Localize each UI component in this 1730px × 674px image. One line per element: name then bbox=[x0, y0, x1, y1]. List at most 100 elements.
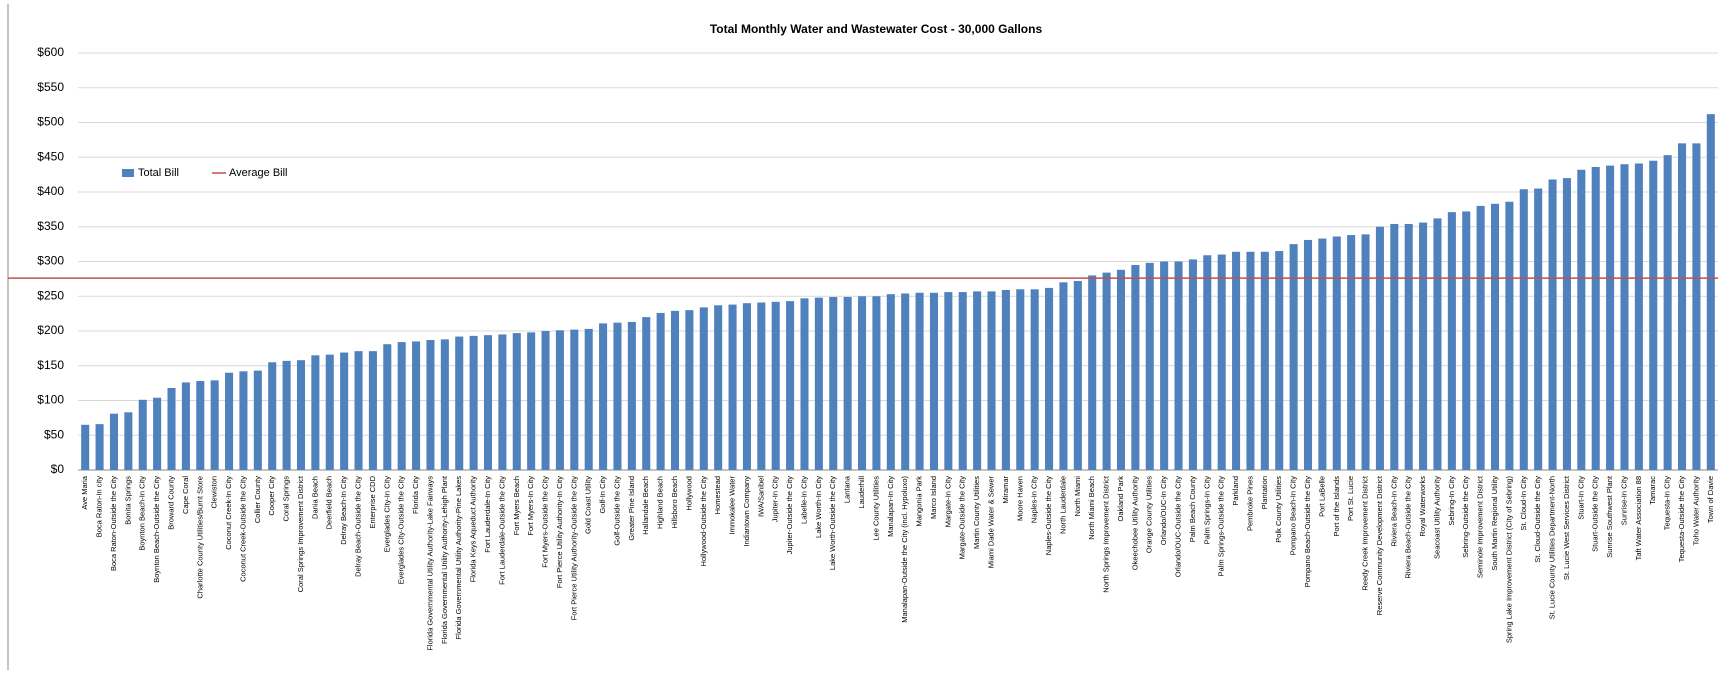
bar bbox=[742, 303, 751, 470]
bar bbox=[1260, 251, 1269, 470]
legend-swatch bbox=[122, 169, 134, 177]
x-tick-label: Coconut Creek-In City bbox=[224, 476, 233, 550]
y-tick-label: $200 bbox=[37, 323, 64, 337]
x-tick-label: South Martin Regional Utility bbox=[1490, 476, 1499, 571]
x-tick-label: Seminole Improvement District bbox=[1476, 475, 1485, 578]
x-tick-label: Naples-Outside the City bbox=[1044, 476, 1053, 555]
y-tick-label: $500 bbox=[37, 115, 64, 129]
x-tick-label: Pompano Beach-Outside the City bbox=[1303, 476, 1312, 588]
x-tick-label: Coral Springs bbox=[282, 476, 291, 522]
x-tick-label: Plantation bbox=[1260, 476, 1269, 509]
x-tick-label: Golf-Outside the City bbox=[612, 476, 621, 546]
bar bbox=[1188, 259, 1197, 470]
x-tick-label: Fort Myers-In City bbox=[526, 476, 535, 536]
bar bbox=[1577, 169, 1586, 470]
x-tick-label: St. Cloud-In City bbox=[1519, 476, 1528, 531]
bar bbox=[1289, 244, 1298, 470]
x-tick-label: Lake Worth-Outside the City bbox=[828, 476, 837, 570]
bar bbox=[1562, 178, 1571, 470]
x-tick-label: Sunrise Southwest Plant bbox=[1605, 475, 1614, 558]
x-tick-label: North Springs Improvement District bbox=[1102, 475, 1111, 593]
x-tick-label: Delray Beach-In City bbox=[339, 476, 348, 545]
bar bbox=[81, 424, 90, 470]
bar bbox=[1678, 143, 1687, 470]
bar bbox=[181, 382, 190, 470]
bar bbox=[1203, 255, 1212, 470]
x-tick-label: Port LaBelle bbox=[1317, 476, 1326, 517]
bar bbox=[1318, 238, 1327, 470]
x-tick-label: Labelle-In City bbox=[799, 476, 808, 524]
x-tick-label: Pompano Beach-In City bbox=[1289, 476, 1298, 555]
x-tick-label: Dania Beach bbox=[310, 476, 319, 519]
x-tick-label: Martin County Utilities bbox=[972, 476, 981, 549]
x-tick-label: Hillsboro Beach bbox=[670, 476, 679, 529]
y-tick-label: $400 bbox=[37, 184, 64, 198]
bar bbox=[1390, 223, 1399, 470]
bar bbox=[1232, 251, 1241, 470]
x-tick-label: Fort Myers-Outside the City bbox=[541, 476, 550, 568]
bar bbox=[1476, 205, 1485, 470]
x-tick-label: Collier County bbox=[253, 476, 262, 523]
x-tick-label: Sebring-In City bbox=[1447, 476, 1456, 526]
y-tick-label: $250 bbox=[37, 288, 64, 302]
x-tick-label: Hallandale Beach bbox=[641, 476, 650, 535]
bar bbox=[225, 372, 234, 470]
x-tick-label: Spring Lake Improvement District (City o… bbox=[1504, 476, 1513, 644]
x-tick-label: Taft Water Association 88 bbox=[1634, 476, 1643, 560]
bar bbox=[613, 322, 622, 470]
x-tick-label: St. Lucie County Utilities Department-No… bbox=[1548, 476, 1557, 619]
x-tick-label: St. Cloud-Outside the City bbox=[1533, 476, 1542, 563]
bar bbox=[196, 381, 205, 470]
x-tick-label: Fort Lauderdale-In City bbox=[483, 476, 492, 553]
x-tick-label: Florida Governmental Utility Authority-L… bbox=[440, 475, 449, 644]
bar bbox=[1606, 165, 1615, 470]
x-tick-label: Coral Springs Improvement District bbox=[296, 475, 305, 592]
y-tick-label: $150 bbox=[37, 358, 64, 372]
x-tick-label: Florida Governmental Utility Authority-P… bbox=[454, 476, 463, 640]
bar bbox=[1160, 261, 1169, 470]
x-tick-label: Polk County Utilities bbox=[1274, 476, 1283, 543]
bar bbox=[239, 371, 248, 470]
x-tick-label: North Miami bbox=[1073, 476, 1082, 517]
bar bbox=[1620, 164, 1629, 470]
bar bbox=[268, 362, 277, 470]
bar bbox=[973, 291, 982, 470]
x-tick-label: Lauderhill bbox=[857, 476, 866, 509]
bar bbox=[412, 341, 421, 470]
x-tick-label: Fort Myers Beach bbox=[512, 476, 521, 535]
x-tick-label: Deerfield Beach bbox=[325, 476, 334, 529]
bar bbox=[728, 304, 737, 470]
bar bbox=[814, 297, 823, 470]
legend-label: Total Bill bbox=[138, 167, 179, 179]
bar bbox=[512, 333, 521, 470]
x-tick-label: Margate-In City bbox=[943, 476, 952, 528]
x-tick-label: Homestead bbox=[713, 476, 722, 514]
bar bbox=[368, 351, 377, 470]
y-tick-label: $300 bbox=[37, 254, 64, 268]
x-tick-label: Naples-In City bbox=[1030, 476, 1039, 523]
bar bbox=[1275, 251, 1284, 470]
x-tick-label: Boca Raton-In city bbox=[95, 476, 104, 538]
bar bbox=[397, 342, 406, 470]
bar bbox=[1634, 163, 1643, 470]
x-tick-label: Florida City bbox=[411, 476, 420, 514]
bar bbox=[483, 335, 493, 470]
bar bbox=[1001, 289, 1010, 470]
x-tick-label: Broward County bbox=[166, 476, 175, 530]
x-tick-label: Miami Dade Water & Sewer bbox=[986, 475, 995, 568]
x-tick-label: Immokalee Water bbox=[728, 476, 737, 535]
bar bbox=[944, 292, 953, 470]
x-tick-label: Tequesta-In City bbox=[1663, 476, 1672, 530]
bar bbox=[829, 296, 838, 470]
x-tick-label: Moore Haven bbox=[1015, 476, 1024, 521]
y-tick-label: $600 bbox=[37, 45, 64, 59]
x-tick-label: Marco Island bbox=[929, 476, 938, 519]
x-tick-label: Mangonia Park bbox=[915, 476, 924, 527]
x-tick-label: Gold Coast Utility bbox=[584, 476, 593, 534]
y-tick-label: $450 bbox=[37, 149, 64, 163]
bar bbox=[1433, 218, 1442, 470]
bar bbox=[1059, 282, 1068, 470]
x-tick-label: Boca Raton-Outside the City bbox=[109, 476, 118, 571]
bar bbox=[699, 307, 708, 470]
